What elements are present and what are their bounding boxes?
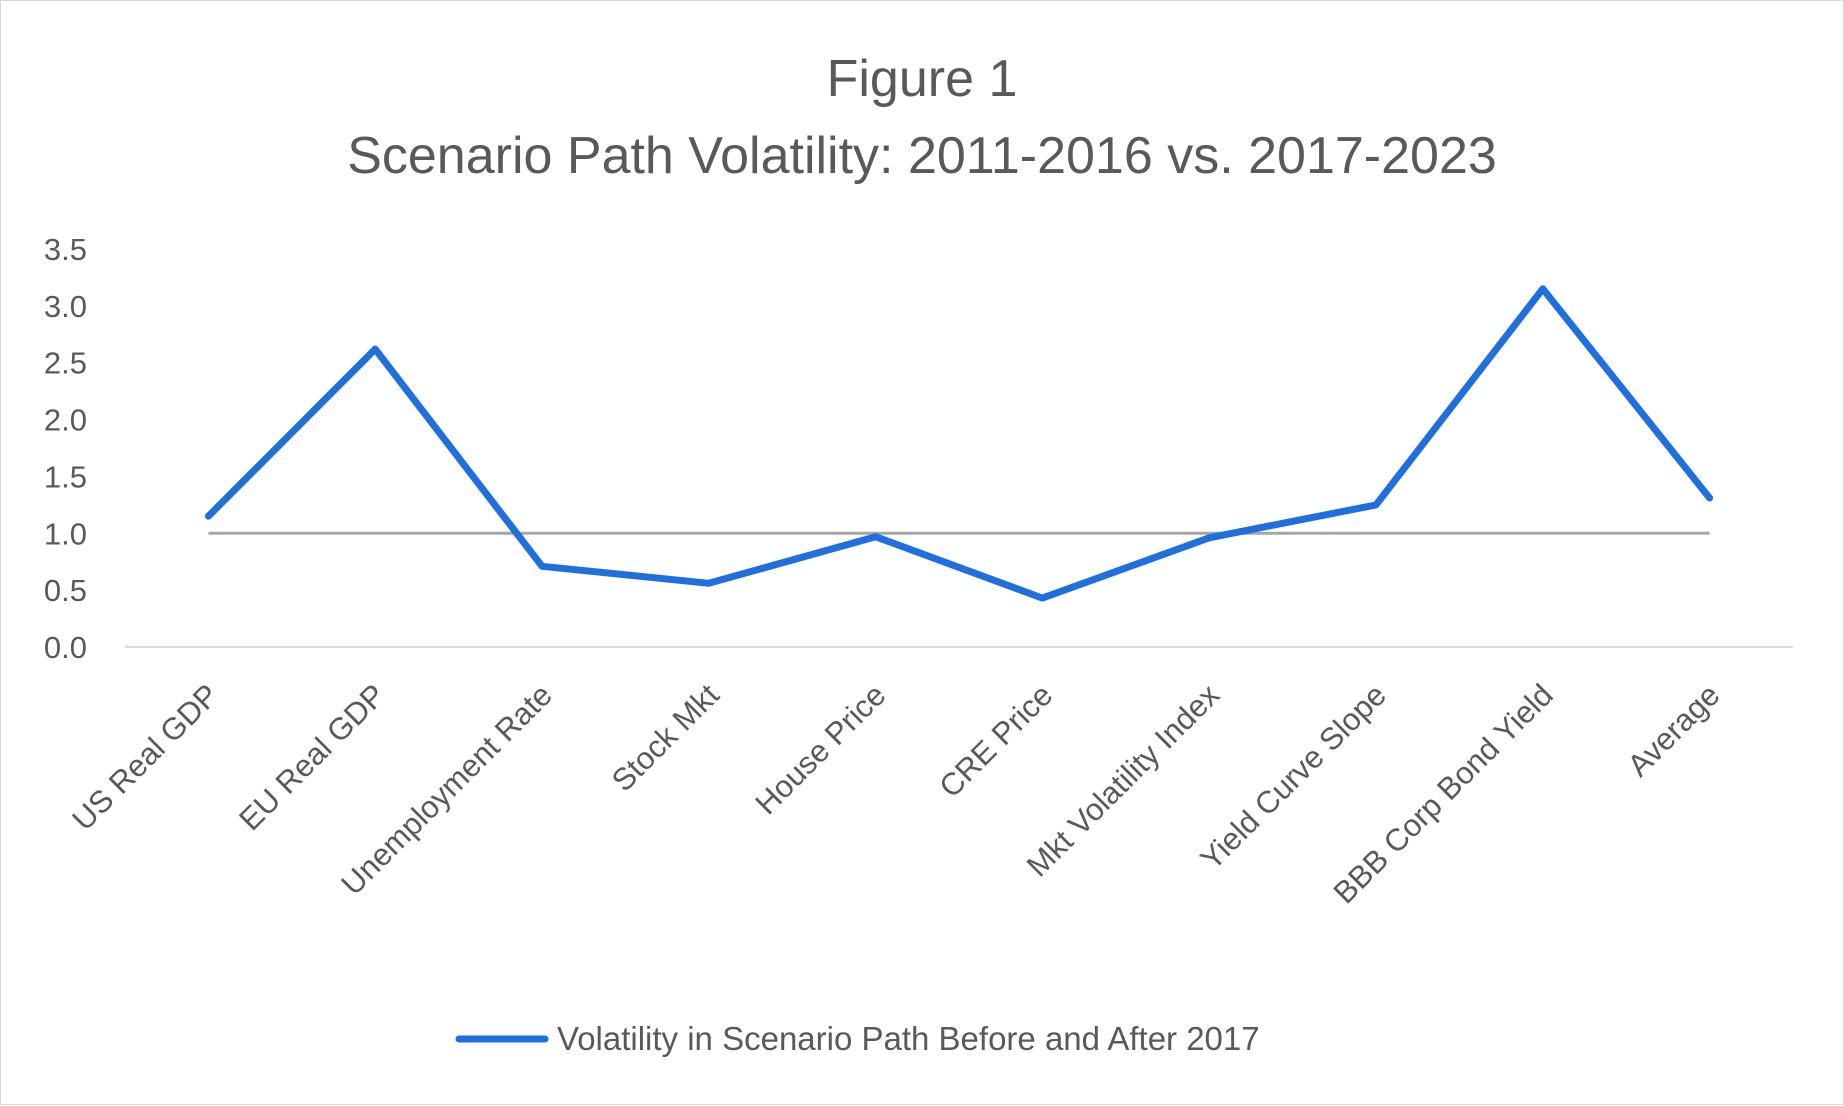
chart-title-line-1: Figure 1 (827, 50, 1018, 108)
chart-title: Figure 1 Scenario Path Volatility: 2011-… (347, 50, 1497, 185)
x-tick-label: Average (1621, 677, 1727, 783)
chart-title-line-2: Scenario Path Volatility: 2011-2016 vs. … (347, 127, 1497, 185)
y-tick-label: 2.5 (44, 346, 87, 381)
series-line (204, 285, 1714, 602)
x-tick-label: US Real GDP (65, 677, 225, 837)
y-tick-label: 0.0 (44, 630, 87, 665)
x-tick-label: EU Real GDP (232, 677, 392, 837)
y-tick-label: 0.5 (44, 573, 87, 608)
y-tick-label: 3.0 (44, 289, 87, 324)
x-tick-label: Stock Mkt (605, 677, 726, 798)
x-tick-label: CRE Price (932, 677, 1059, 804)
y-tick-label: 1.5 (44, 459, 87, 494)
legend: Volatility in Scenario Path Before and A… (455, 1020, 1260, 1057)
y-tick-label: 1.0 (44, 516, 87, 551)
y-tick-label: 2.0 (44, 403, 87, 438)
x-tick-label: Yield Curve Slope (1194, 677, 1393, 876)
y-tick-label: 3.5 (44, 232, 87, 267)
legend-label: Volatility in Scenario Path Before and A… (557, 1020, 1260, 1057)
y-axis-tick-labels: 0.0 0.5 1.0 1.5 2.0 2.5 3.0 3.5 (44, 232, 87, 665)
x-tick-label: House Price (748, 677, 892, 821)
